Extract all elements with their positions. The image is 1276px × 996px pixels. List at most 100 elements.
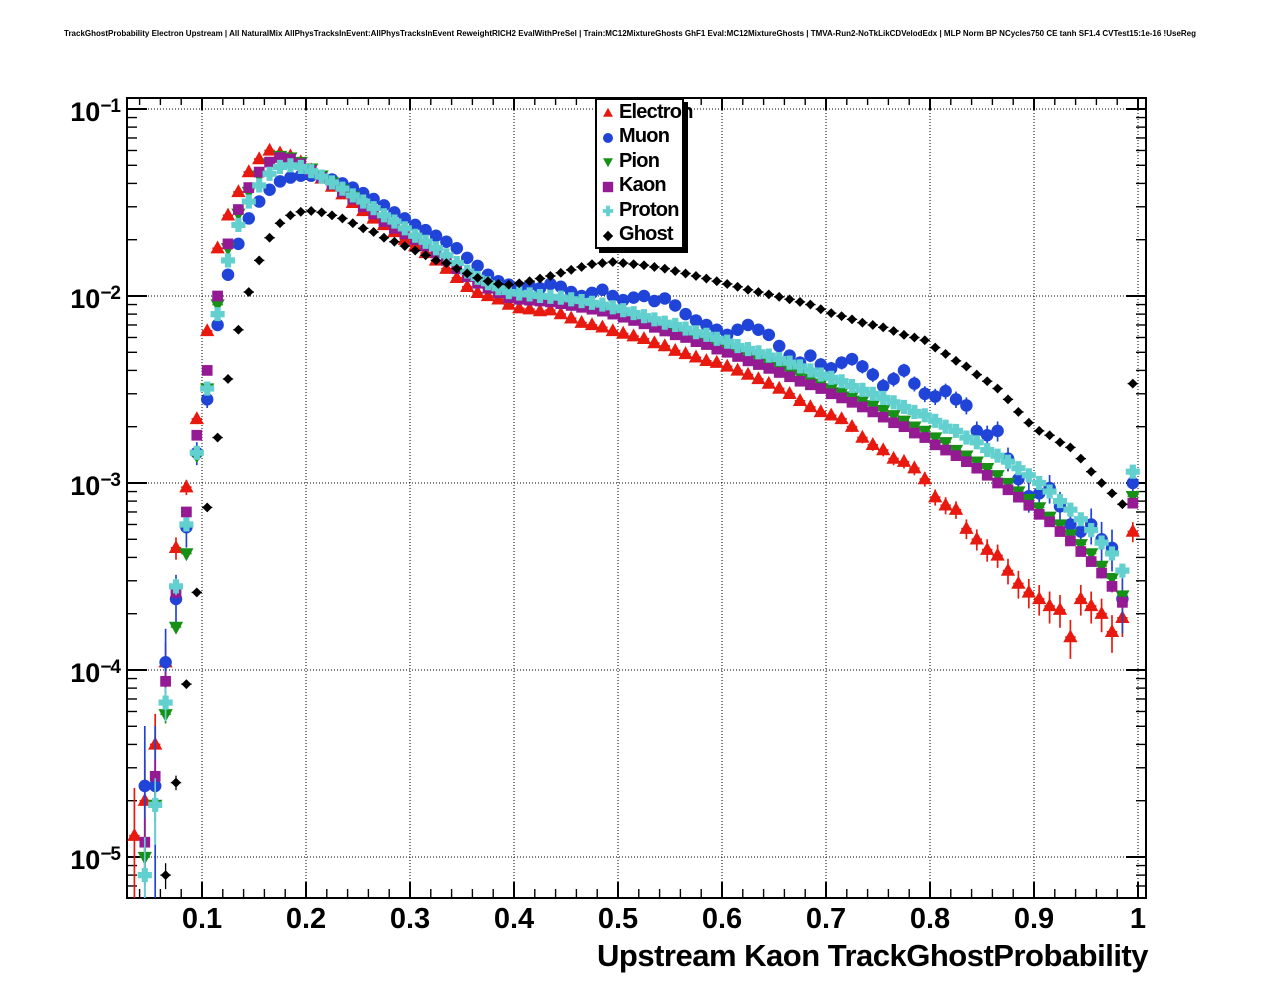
data-point (969, 531, 984, 545)
data-point (566, 264, 577, 275)
data-point (595, 297, 610, 312)
data-point (899, 329, 909, 340)
data-point (501, 284, 516, 300)
data-point (888, 417, 899, 429)
data-point (938, 437, 953, 451)
data-point (1084, 598, 1099, 612)
data-point (1106, 581, 1118, 592)
data-point (1052, 519, 1068, 533)
data-point (1042, 484, 1057, 499)
data-point (606, 289, 620, 303)
data-point (938, 497, 953, 511)
data-point (877, 411, 889, 423)
data-point (555, 267, 566, 278)
data-point (992, 383, 1003, 394)
data-point (762, 328, 776, 342)
data-point (991, 424, 1004, 438)
data-point (657, 338, 672, 352)
data-point (626, 328, 641, 342)
data-point (543, 302, 558, 316)
data-point (731, 323, 744, 336)
data-point (657, 315, 672, 330)
data-point (1063, 502, 1078, 517)
data-point (1073, 591, 1088, 605)
data-point (428, 241, 444, 256)
data-point (836, 311, 847, 322)
electron-marker-icon (603, 108, 613, 117)
data-point (680, 268, 691, 279)
data-point (867, 320, 878, 330)
data-point (264, 156, 275, 168)
data-point (637, 289, 651, 303)
data-point (605, 323, 620, 337)
data-point (886, 450, 901, 464)
legend-label: Muon (619, 125, 670, 148)
data-point (794, 375, 806, 387)
data-point (865, 400, 880, 414)
data-point (1032, 475, 1047, 491)
data-point (815, 383, 827, 394)
data-point (158, 695, 173, 710)
data-point (1033, 508, 1045, 520)
data-point (857, 317, 868, 328)
data-point (908, 377, 921, 390)
data-point (907, 421, 922, 435)
data-point (483, 276, 493, 287)
x-axis-title: Upstream Kaon TrackGhostProbability (597, 938, 1148, 973)
data-point (876, 390, 891, 405)
data-point (971, 369, 982, 380)
data-point (784, 371, 795, 383)
data-point (950, 450, 962, 462)
data-point (605, 300, 620, 315)
data-point (543, 289, 558, 304)
data-point (834, 411, 849, 425)
data-point (743, 284, 753, 295)
legend-entry-proton: Proton (599, 198, 682, 223)
data-point (917, 408, 932, 423)
data-point (981, 469, 993, 481)
data-point (524, 276, 535, 287)
legend-label: Kaon (619, 174, 667, 197)
data-point (1094, 560, 1109, 574)
data-point (514, 278, 525, 289)
data-point (740, 366, 756, 380)
y-tick-label: 10−5 (70, 844, 121, 875)
data-point (1021, 584, 1036, 598)
data-point (730, 362, 745, 376)
data-point (1065, 535, 1076, 547)
data-point (283, 158, 298, 173)
data-point (876, 379, 890, 393)
data-point (602, 181, 614, 192)
data-point (856, 360, 869, 373)
data-point (160, 870, 171, 881)
data-point (356, 194, 371, 209)
data-point (940, 444, 951, 456)
series-muon (138, 169, 1140, 898)
data-point (782, 386, 797, 399)
data-point (553, 290, 568, 305)
data-point (460, 251, 474, 265)
data-point (761, 348, 776, 363)
data-point (450, 242, 464, 255)
y-tick-label: 10−2 (70, 283, 121, 314)
data-point (397, 221, 412, 236)
data-point (701, 273, 712, 284)
data-point (587, 259, 597, 270)
data-point (212, 290, 223, 302)
data-point (603, 158, 613, 168)
data-point (772, 380, 787, 394)
data-point (189, 445, 204, 460)
axis-ticks (127, 98, 1146, 898)
data-point (928, 489, 943, 503)
data-point (1065, 442, 1076, 453)
data-point (980, 541, 995, 555)
data-point (647, 335, 662, 349)
data-point (1104, 624, 1120, 637)
data-point (327, 210, 337, 221)
series-electron (127, 142, 1140, 898)
data-point (1127, 378, 1138, 389)
data-point (732, 281, 743, 292)
data-point (907, 404, 922, 419)
data-point (293, 159, 308, 174)
data-point (740, 342, 756, 357)
